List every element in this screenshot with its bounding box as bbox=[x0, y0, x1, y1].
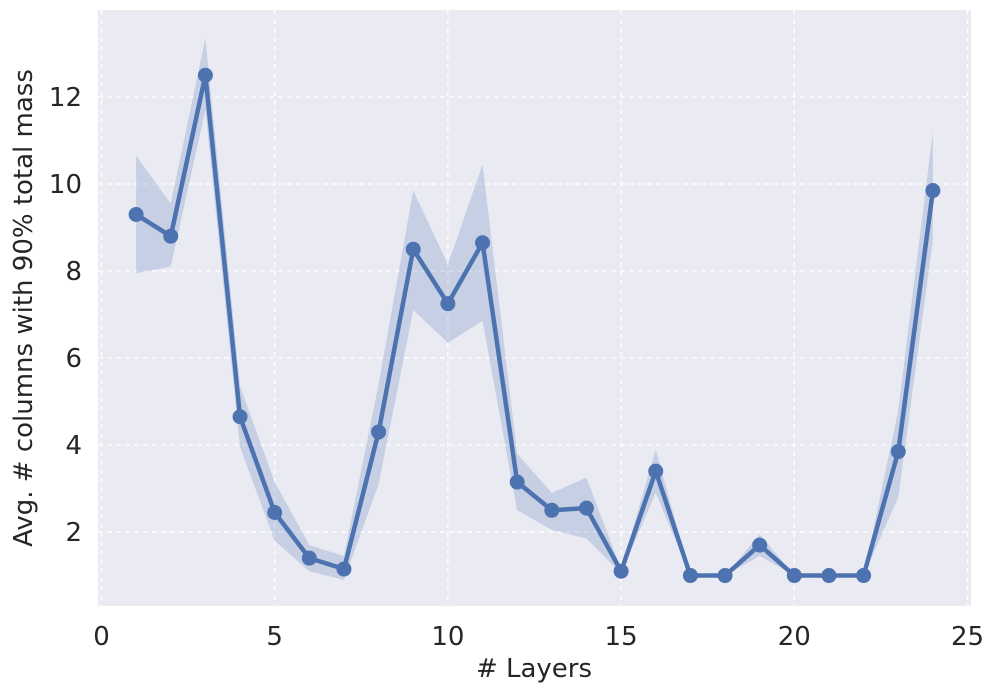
x-tick-label: 15 bbox=[605, 622, 638, 652]
data-point bbox=[578, 500, 594, 516]
data-point bbox=[128, 206, 144, 222]
data-point bbox=[821, 568, 837, 584]
plot-background bbox=[98, 10, 971, 606]
data-point bbox=[197, 67, 213, 83]
data-point bbox=[509, 474, 525, 490]
data-point bbox=[925, 183, 941, 199]
x-tick-label: 10 bbox=[431, 622, 464, 652]
x-tick-label: 0 bbox=[93, 622, 110, 652]
data-point bbox=[544, 502, 560, 518]
x-tick-labels: 0 5 10 15 20 25 bbox=[93, 622, 984, 652]
data-point bbox=[163, 228, 179, 244]
data-point bbox=[371, 424, 387, 440]
data-point bbox=[717, 568, 733, 584]
data-point bbox=[890, 444, 906, 460]
y-tick-label: 2 bbox=[65, 518, 82, 548]
data-point bbox=[232, 409, 248, 425]
data-point bbox=[752, 537, 768, 553]
x-tick-label: 5 bbox=[266, 622, 283, 652]
data-point bbox=[856, 568, 872, 584]
x-axis-label: # Layers bbox=[476, 654, 592, 684]
data-point bbox=[267, 504, 283, 520]
data-point bbox=[301, 550, 317, 566]
y-tick-label: 6 bbox=[65, 344, 82, 374]
data-point bbox=[613, 563, 629, 579]
data-points bbox=[128, 67, 941, 584]
data-point bbox=[405, 241, 421, 257]
y-axis-label: Avg. # columns with 90% total mass bbox=[9, 69, 39, 547]
data-point bbox=[786, 568, 802, 584]
data-point bbox=[336, 561, 352, 577]
x-tick-label: 20 bbox=[778, 622, 811, 652]
y-tick-label: 12 bbox=[49, 83, 82, 113]
y-tick-labels: 2 4 6 8 10 12 bbox=[49, 83, 82, 548]
data-point bbox=[648, 463, 664, 479]
data-point bbox=[682, 568, 698, 584]
y-tick-label: 8 bbox=[65, 257, 82, 287]
y-tick-label: 10 bbox=[49, 170, 82, 200]
x-tick-label: 25 bbox=[951, 622, 984, 652]
data-point bbox=[440, 296, 456, 312]
y-tick-label: 4 bbox=[65, 431, 82, 461]
data-point bbox=[475, 235, 491, 251]
